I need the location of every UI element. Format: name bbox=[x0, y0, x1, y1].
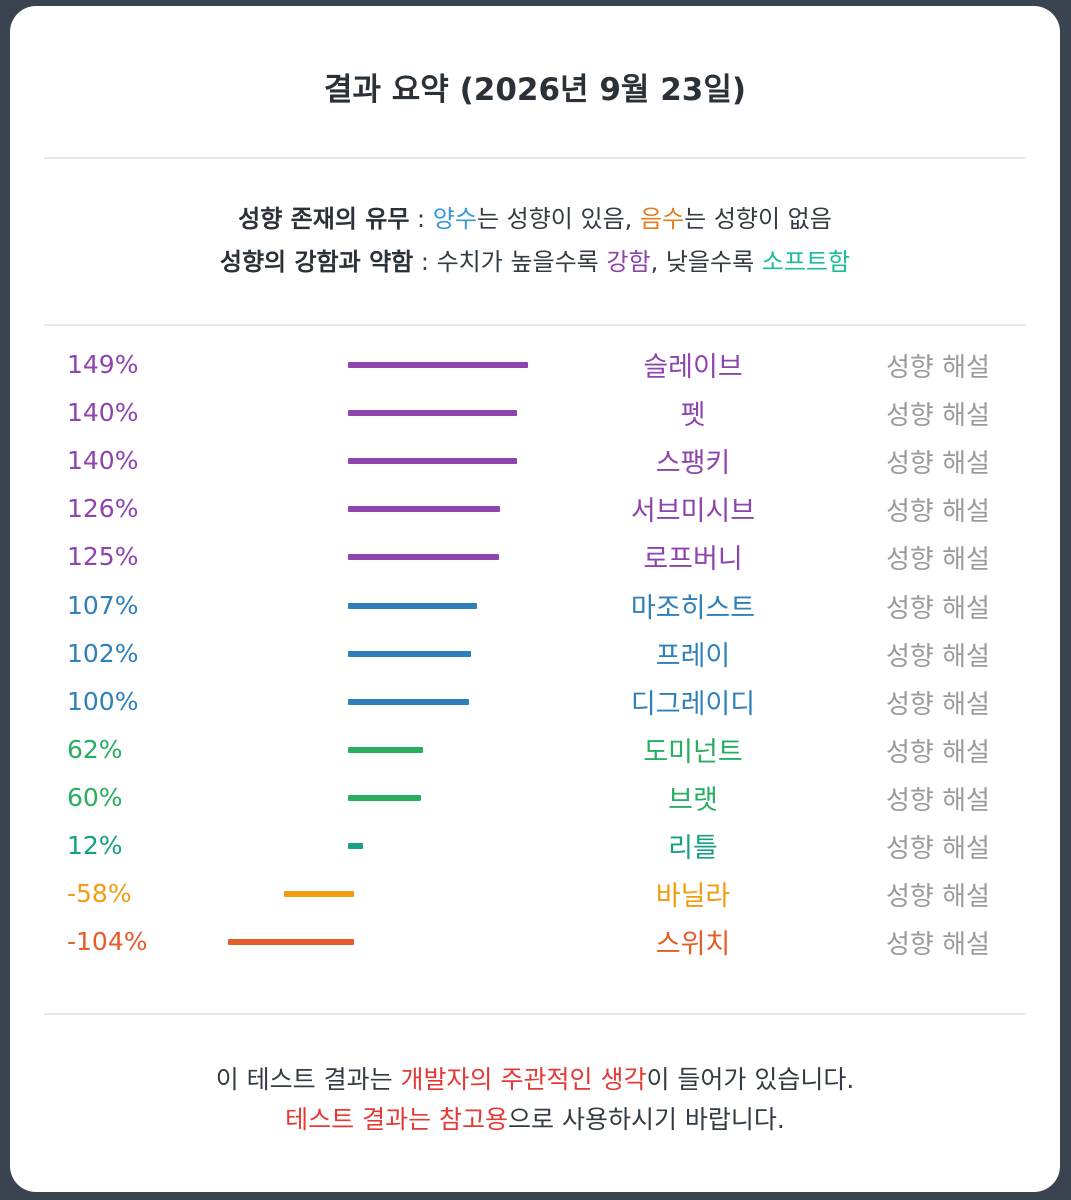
legend-negative: 음수 bbox=[639, 205, 685, 233]
value-bar bbox=[348, 458, 518, 465]
value-label: -58% bbox=[67, 879, 132, 909]
value-label: 125% bbox=[67, 542, 139, 572]
divider bbox=[44, 324, 1026, 326]
legend-text: 는 성향이 있음, bbox=[476, 205, 640, 233]
trait-explain-link[interactable]: 성향 해설 bbox=[886, 737, 990, 768]
trait-name: 도미넌트 bbox=[643, 736, 743, 768]
legend-positive: 양수 bbox=[432, 205, 477, 233]
value-bar bbox=[348, 650, 472, 657]
trait-name: 스팽키 bbox=[655, 448, 731, 480]
value-label: 107% bbox=[67, 590, 139, 620]
trait-name: 브랫 bbox=[668, 784, 718, 816]
trait-explain-link[interactable]: 성향 해설 bbox=[886, 930, 990, 961]
value-label: 149% bbox=[67, 350, 139, 379]
trait-explain-link[interactable]: 성향 해설 bbox=[886, 545, 990, 576]
value-bar bbox=[348, 746, 424, 753]
value-bar bbox=[348, 362, 529, 368]
trait-explain-link[interactable]: 성향 해설 bbox=[886, 641, 990, 672]
footer-highlight: 테스트 결과는 참고용 bbox=[285, 1105, 509, 1134]
legend-strength-label: 성향의 강함과 약함 bbox=[219, 248, 414, 276]
trait-name: 펫 bbox=[680, 400, 706, 432]
value-bar bbox=[228, 939, 354, 946]
legend-presence: 성향 존재의 유무 : 양수는 성향이 있음, 음수는 성향이 없음 bbox=[10, 199, 1060, 234]
trait-name: 리틀 bbox=[668, 833, 718, 864]
value-label: 62% bbox=[67, 734, 123, 764]
trait-name: 프레이 bbox=[655, 640, 731, 672]
trait-explain-link[interactable]: 성향 해설 bbox=[886, 882, 990, 913]
legend-text: 는 성향이 없음 bbox=[684, 205, 832, 233]
trait-name: 바닐라 bbox=[655, 881, 731, 913]
value-bar bbox=[348, 698, 469, 705]
legend-sep: : bbox=[409, 205, 433, 233]
divider bbox=[44, 1013, 1026, 1015]
footer-disclaimer-1: 이 테스트 결과는 개발자의 주관적인 생각이 들어가 있습니다. bbox=[10, 1060, 1060, 1096]
footer-text: 이 테스트 결과는 bbox=[215, 1065, 401, 1094]
trait-name: 디그레이디 bbox=[630, 688, 756, 720]
value-bar bbox=[348, 602, 478, 609]
footer-text: 이 들어가 있습니다. bbox=[646, 1065, 855, 1094]
footer-text: 으로 사용하시기 바랍니다. bbox=[508, 1105, 785, 1134]
value-label: 12% bbox=[67, 831, 123, 860]
trait-explain-link[interactable]: 성향 해설 bbox=[886, 834, 990, 864]
legend-text: : 수치가 높을수록 bbox=[413, 248, 607, 276]
value-label: 126% bbox=[67, 494, 139, 524]
value-bar bbox=[348, 843, 363, 849]
trait-explain-link[interactable]: 성향 해설 bbox=[886, 353, 990, 383]
value-bar bbox=[348, 506, 501, 513]
trait-name: 슬레이브 bbox=[643, 352, 743, 383]
footer-disclaimer-2: 테스트 결과는 참고용으로 사용하시기 바랍니다. bbox=[10, 1100, 1060, 1136]
value-bar bbox=[348, 410, 518, 417]
legend-presence-label: 성향 존재의 유무 bbox=[238, 205, 410, 233]
value-label: 102% bbox=[67, 638, 139, 668]
trait-explain-link[interactable]: 성향 해설 bbox=[886, 449, 990, 480]
value-bar bbox=[348, 554, 500, 561]
value-label: 100% bbox=[67, 686, 139, 716]
legend-soft: 소프트함 bbox=[761, 248, 851, 276]
result-card: 결과 요약 (2026년 9월 23일) 성향 존재의 유무 : 양수는 성향이… bbox=[10, 6, 1060, 1192]
divider bbox=[44, 157, 1026, 159]
legend-text: , 낮을수록 bbox=[650, 248, 762, 276]
legend-strong: 강함 bbox=[606, 248, 651, 276]
trait-name: 로프버니 bbox=[643, 544, 743, 576]
trait-explain-link[interactable]: 성향 해설 bbox=[886, 785, 990, 816]
trait-name: 마조히스트 bbox=[630, 592, 756, 624]
value-label: 140% bbox=[67, 446, 139, 476]
footer-highlight: 개발자의 주관적인 생각 bbox=[400, 1065, 647, 1094]
value-bar bbox=[283, 891, 354, 898]
value-label: -104% bbox=[67, 927, 148, 957]
trait-explain-link[interactable]: 성향 해설 bbox=[886, 593, 990, 624]
trait-explain-link[interactable]: 성향 해설 bbox=[886, 401, 990, 432]
trait-explain-link[interactable]: 성향 해설 bbox=[886, 497, 990, 528]
page-title: 결과 요약 (2026년 9월 23일) bbox=[323, 72, 747, 108]
trait-explain-link[interactable]: 성향 해설 bbox=[886, 689, 990, 720]
trait-name: 서브미시브 bbox=[630, 496, 756, 528]
value-label: 60% bbox=[67, 782, 123, 812]
legend-strength: 성향의 강함과 약함 : 수치가 높을수록 강함, 낮을수록 소프트함 bbox=[10, 242, 1060, 277]
trait-name: 스위치 bbox=[655, 929, 731, 961]
value-label: 140% bbox=[67, 398, 139, 428]
value-bar bbox=[348, 794, 421, 801]
